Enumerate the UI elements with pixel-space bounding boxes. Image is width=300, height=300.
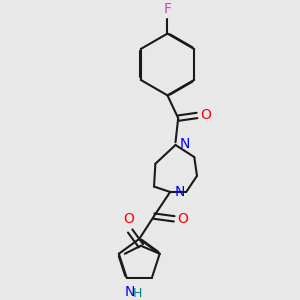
Text: H: H <box>133 286 142 300</box>
Text: O: O <box>200 109 211 122</box>
Text: N: N <box>124 284 134 298</box>
Text: F: F <box>164 2 171 16</box>
Text: O: O <box>123 212 134 226</box>
Text: N: N <box>174 185 184 199</box>
Text: N: N <box>179 136 190 151</box>
Text: O: O <box>177 212 188 226</box>
